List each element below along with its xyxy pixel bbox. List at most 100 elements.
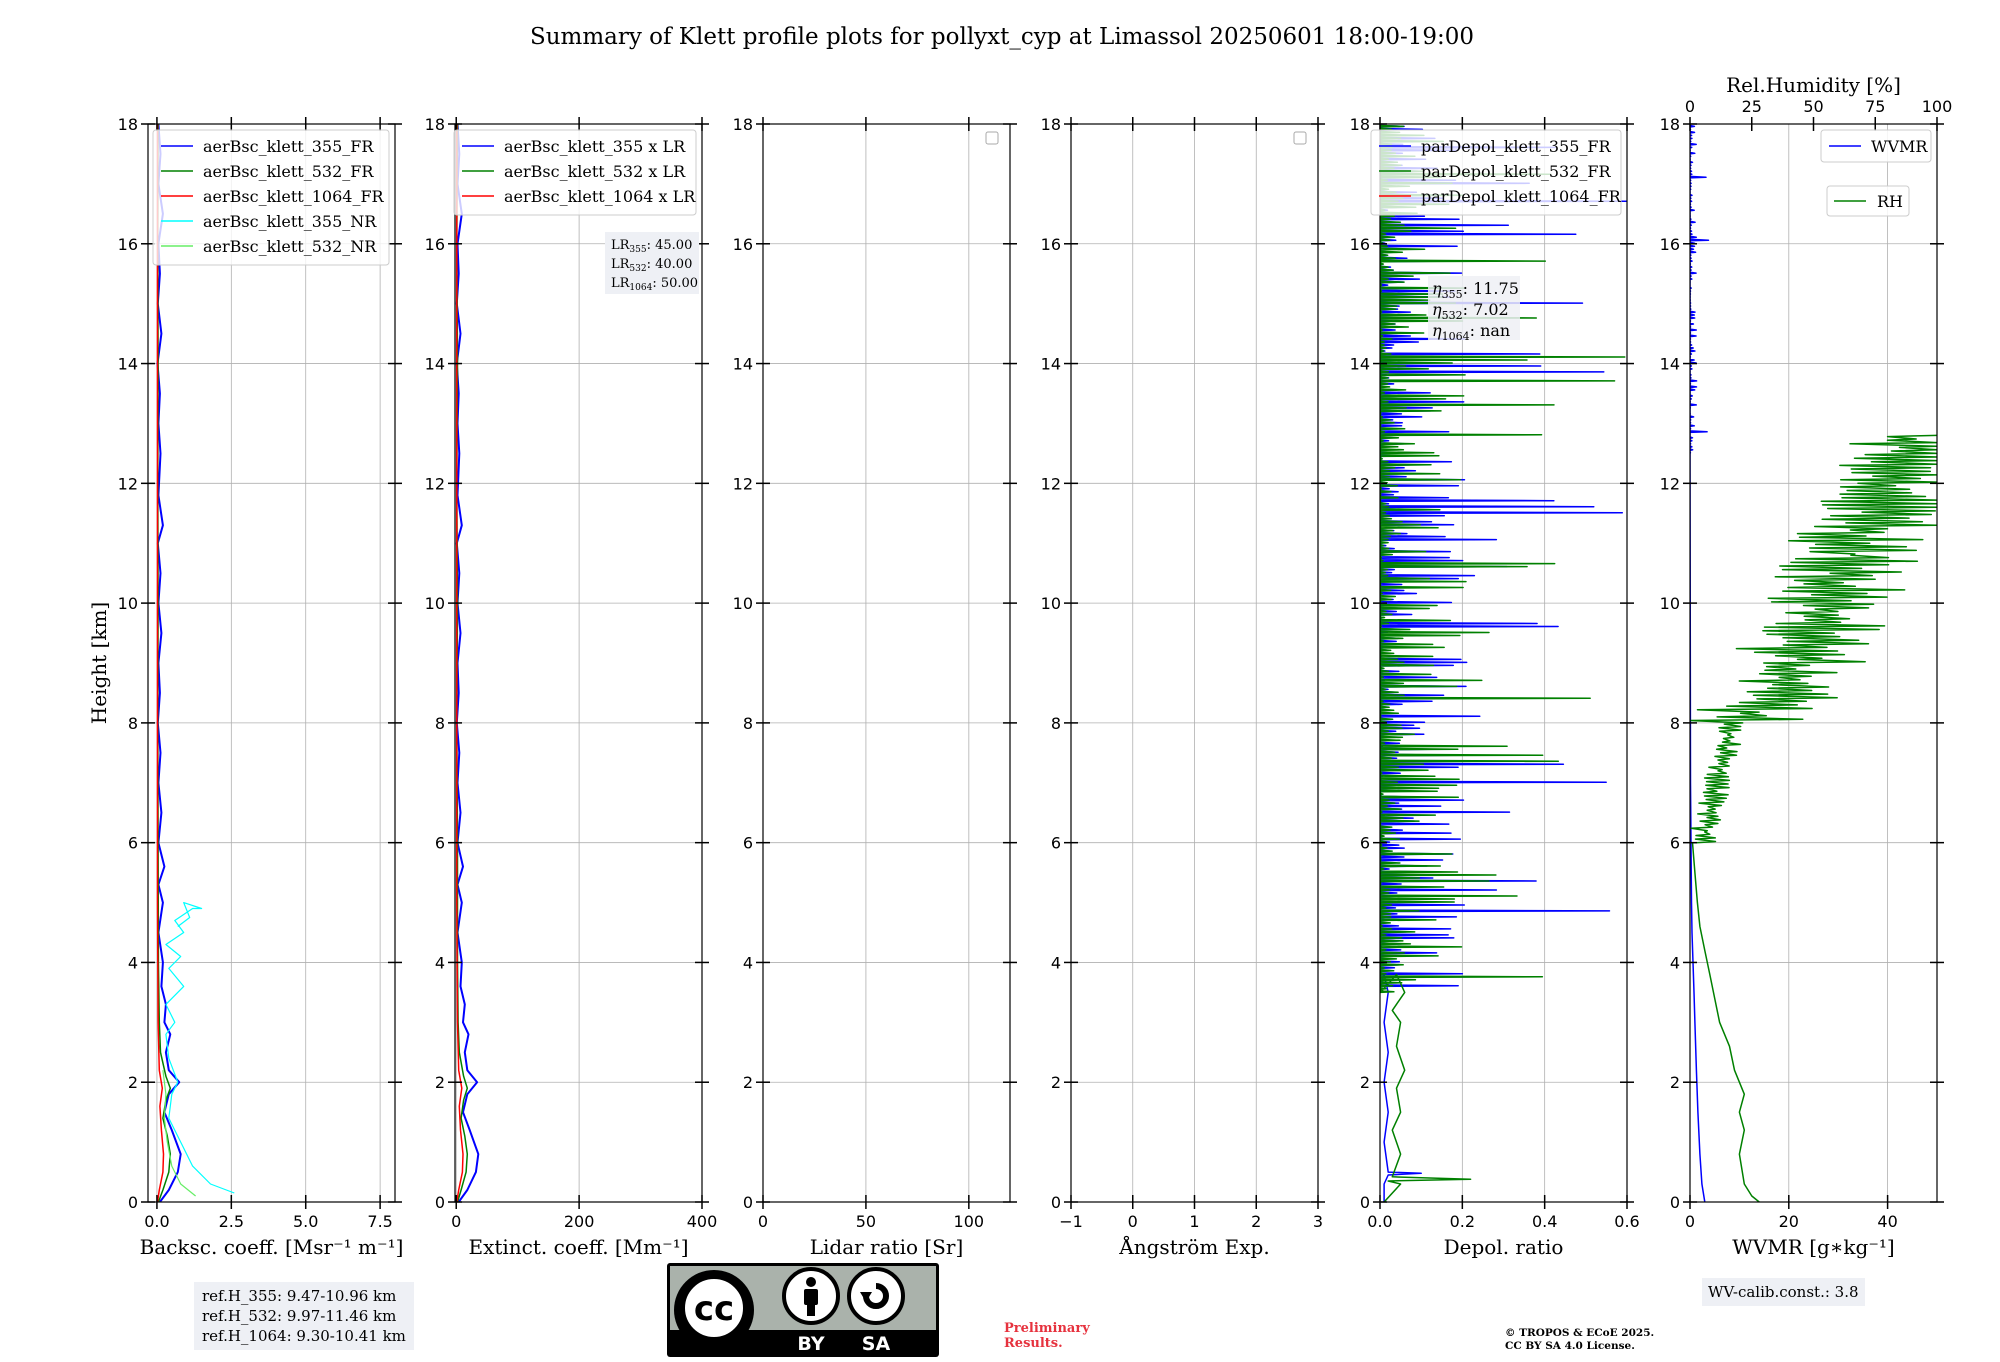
y-tick-label: 18 (425, 115, 445, 134)
series-line-aerBsc_klett_355_FR (156, 124, 182, 1202)
cc-badge-by: BY (797, 1333, 824, 1355)
series-line-aerBsc_klett_1064_FR (156, 124, 165, 1202)
legend-label: aerBsc_klett_532_NR (203, 237, 377, 256)
y-tick-label: 12 (425, 474, 445, 493)
y-tick-label: 6 (435, 834, 445, 853)
axes-frame (762, 123, 1011, 1203)
x-tick-label: 20 (1779, 1212, 1799, 1231)
y-tick-label: 6 (128, 834, 138, 853)
y-tick-label: 10 (1660, 594, 1680, 613)
preliminary-results-note: Preliminary Results. (1004, 1321, 1090, 1351)
top-x-tick-label: 75 (1865, 97, 1885, 116)
y-tick-label: 18 (1350, 115, 1370, 134)
plot-area (156, 124, 235, 1202)
legend-label: aerBsc_klett_355_FR (203, 137, 374, 156)
y-tick-label: 4 (1670, 953, 1680, 972)
eta-sub: 1064 (1442, 330, 1470, 343)
panel-p5: 0 2 4 6 8 10 12 14 16 18 0.0 0.2 0.4 0.6 Depol. ratio p… (1350, 115, 1640, 1259)
lr-sub: 1064 (629, 283, 652, 293)
y-tick-label: 0 (1670, 1193, 1680, 1212)
y-tick-label: 10 (1041, 594, 1061, 613)
x-tick-label: 0 (1685, 1212, 1695, 1231)
series-line-aerBsc_klett_355 x LR (455, 124, 480, 1202)
cc-badge-icon: cc BY SA (667, 1263, 939, 1357)
y-axis-label: Height [km] (87, 602, 111, 724)
x-tick-label: 2.5 (219, 1212, 244, 1231)
x-tick-label: 200 (564, 1212, 595, 1231)
x-axis-label: Extinct. coeff. [Mm⁻¹] (468, 1235, 688, 1259)
x-tick-label: 0.2 (1450, 1212, 1475, 1231)
y-tick-label: 16 (733, 235, 753, 254)
x-tick-label: 400 (687, 1212, 718, 1231)
eta-box (1428, 276, 1520, 340)
x-tick-label: 5.0 (293, 1212, 318, 1231)
y-tick-label: 10 (425, 594, 445, 613)
y-tick-label: 4 (128, 953, 138, 972)
y-tick-label: 4 (743, 953, 753, 972)
y-tick-label: 2 (1051, 1073, 1061, 1092)
y-tick-label: 2 (1670, 1073, 1680, 1092)
x-tick-label: 100 (954, 1212, 985, 1231)
y-tick-label: 12 (118, 474, 138, 493)
lr-val: : 50.00 (652, 276, 698, 291)
y-tick-label: 0 (128, 1193, 138, 1212)
eta-line: η355: 11.75 (1432, 279, 1519, 301)
empty-legend-icon (985, 131, 999, 145)
legend-box (453, 129, 697, 216)
legend-label: aerBsc_klett_355_NR (203, 212, 377, 231)
y-tick-label: 14 (1350, 355, 1370, 374)
copyright-line-2: CC BY SA 4.0 License. (1505, 1340, 1635, 1352)
prelim-line-2: Results. (1004, 1336, 1063, 1351)
y-tick-label: 14 (1660, 355, 1680, 374)
y-tick-label: 16 (425, 235, 445, 254)
x-tick-label: 0 (451, 1212, 461, 1231)
eta-val: : 11.75 (1463, 279, 1519, 298)
eta-sym: η (1432, 279, 1442, 298)
plot-area (455, 124, 480, 1202)
plot-area (1690, 124, 1937, 1202)
ref-h-532: ref.H_532: 9.97-11.46 km (202, 1307, 397, 1325)
y-tick-label: 10 (733, 594, 753, 613)
x-tick-label: 0.0 (144, 1212, 169, 1231)
panel-p2: 0 2 4 6 8 10 12 14 16 18 0 200 400 Extinct. coeff. [M… (425, 115, 718, 1259)
y-tick-label: 8 (1051, 714, 1061, 733)
y-tick-label: 4 (1360, 953, 1370, 972)
y-tick-label: 4 (435, 953, 445, 972)
reference-height-box: ref.H_355: 9.47-10.96 km ref.H_532: 9.97… (194, 1282, 414, 1350)
lr-val: : 40.00 (647, 257, 693, 272)
eta-val: : nan (1470, 321, 1511, 340)
lr-line: LR355: 45.00 (611, 238, 692, 255)
legend-label: parDepol_klett_532_FR (1421, 162, 1612, 181)
y-tick-label: 0 (435, 1193, 445, 1212)
y-tick-label: 0 (743, 1193, 753, 1212)
lr-line: LR1064: 50.00 (611, 276, 698, 293)
axes-frame (147, 123, 396, 1203)
empty-legend-icon (1293, 131, 1307, 145)
ref-h-1064: ref.H_1064: 9.30-10.41 km (202, 1327, 406, 1345)
y-tick-label: 18 (733, 115, 753, 134)
legend-label: aerBsc_klett_355 x LR (504, 137, 686, 156)
x-tick-label: 0 (1128, 1212, 1138, 1231)
top-axis-label: Rel.Humidity [%] (1726, 73, 1901, 97)
y-tick-label: 2 (435, 1073, 445, 1092)
y-tick-label: 6 (1051, 834, 1061, 853)
x-axis-label: Backsc. coeff. [Msr⁻¹ m⁻¹] (140, 1235, 404, 1259)
panel-p6: 0 2 4 6 8 10 12 14 16 18 0 20 40 WVMR [g∗kg⁻¹] 0 25 50 75… (1660, 73, 1953, 1259)
legend-box (152, 129, 390, 266)
y-tick-label: 16 (118, 235, 138, 254)
y-tick-label: 16 (1350, 235, 1370, 254)
eta-sub: 355 (1442, 288, 1463, 301)
lr-sym: LR (611, 238, 631, 253)
x-tick-label: 0.6 (1614, 1212, 1639, 1231)
y-tick-label: 14 (733, 355, 753, 374)
ref-h-355: ref.H_355: 9.47-10.96 km (202, 1287, 397, 1305)
eta-sub: 532 (1442, 309, 1463, 322)
y-tick-label: 18 (1041, 115, 1061, 134)
cc-badge-sa: SA (862, 1333, 891, 1355)
cc-by-sa-badge: cc BY SA (666, 1262, 940, 1358)
x-axis-label: Lidar ratio [Sr] (810, 1235, 964, 1259)
y-tick-label: 12 (1041, 474, 1061, 493)
y-tick-label: 2 (743, 1073, 753, 1092)
x-axis-label: WVMR [g∗kg⁻¹] (1732, 1235, 1894, 1259)
series-line-RH (1690, 434, 1937, 1202)
